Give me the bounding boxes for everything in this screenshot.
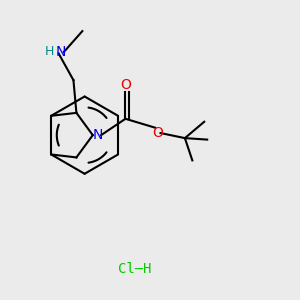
Text: N: N — [93, 128, 103, 142]
Text: N: N — [56, 45, 66, 59]
Text: Cl—H: Cl—H — [118, 262, 152, 276]
Text: O: O — [120, 78, 131, 92]
Text: O: O — [152, 126, 163, 140]
Text: H: H — [44, 45, 54, 58]
